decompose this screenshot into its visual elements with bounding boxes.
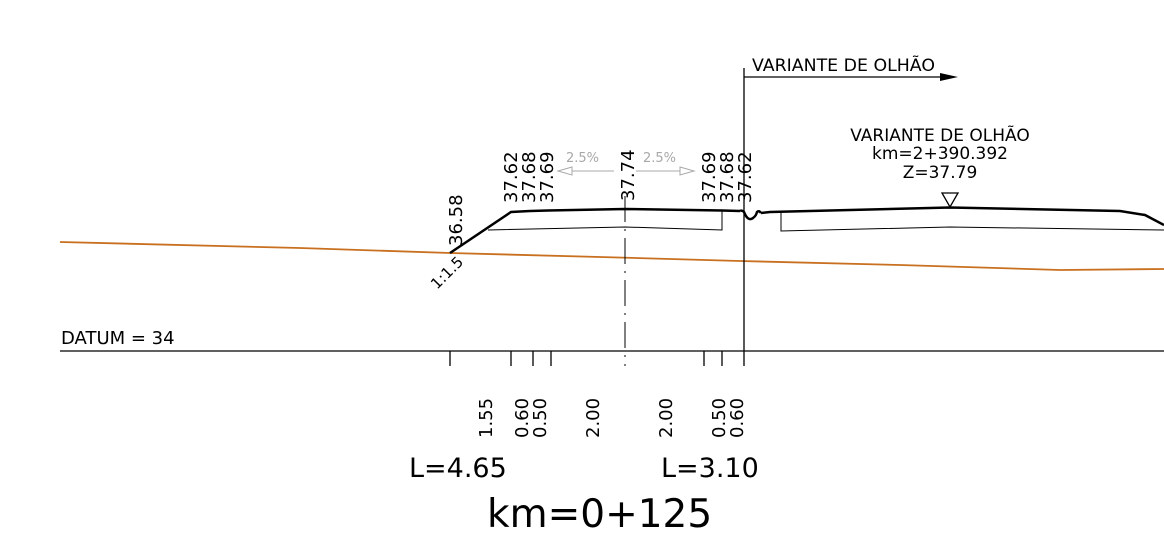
- station-name: VARIANTE DE OLHÃO: [850, 124, 1029, 146]
- station-km: km=2+390.392: [872, 144, 1008, 164]
- station-marker-triangle: [940, 192, 960, 209]
- variant-arrow-head: [940, 73, 958, 81]
- slope-left-arrow-head: [556, 166, 573, 176]
- slope-left-label: 2.5%: [566, 151, 599, 166]
- distance-right-3: 0.60: [727, 398, 748, 438]
- elevation-right-shoulder: 37.62: [735, 151, 756, 203]
- road-surface-left: [449, 207, 741, 255]
- terrain-line: [59, 241, 1164, 271]
- elevation-left-toe: 36.58: [446, 194, 467, 246]
- road-surface-right: [760, 206, 1164, 227]
- distance-left-4: 2.00: [583, 398, 604, 438]
- elevation-left-edge-2: 37.69: [537, 151, 558, 203]
- drainage-ditch: [739, 209, 763, 221]
- slope-right-arrow-head: [679, 166, 696, 176]
- pavement-layer-right: [780, 213, 1164, 232]
- elevation-left-edge-1: 37.68: [519, 151, 540, 203]
- pavement-layer-left: [487, 211, 723, 231]
- width-left: L=4.65: [409, 453, 507, 484]
- distance-right-1: 2.00: [656, 398, 677, 438]
- variant-label: VARIANTE DE OLHÃO: [752, 54, 935, 76]
- slope-right-label: 2.5%: [643, 151, 676, 166]
- distance-left-2: 0.60: [512, 398, 533, 438]
- elevation-right-edge-2: 37.69: [699, 151, 720, 203]
- distance-left-1: 1.55: [476, 398, 497, 438]
- distance-right-2: 0.50: [709, 398, 730, 438]
- distance-left-3: 0.50: [530, 398, 551, 438]
- datum-label: DATUM = 34: [61, 328, 175, 349]
- elevation-left-shoulder: 37.62: [501, 151, 522, 203]
- width-right: L=3.10: [661, 453, 759, 484]
- datum-ticks: [449, 351, 723, 366]
- elevation-axis: 37.74: [618, 149, 639, 201]
- embankment-slope-label: 1:1.5: [427, 253, 467, 293]
- station-z: Z=37.79: [903, 163, 978, 183]
- profile-km: km=0+125: [487, 492, 712, 537]
- elevation-right-edge-1: 37.68: [717, 151, 738, 203]
